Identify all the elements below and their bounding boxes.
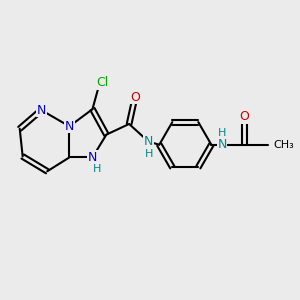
Text: O: O: [130, 91, 140, 104]
Text: CH₃: CH₃: [273, 140, 294, 150]
Text: N: N: [88, 151, 97, 164]
Text: H: H: [218, 128, 226, 138]
Text: Cl: Cl: [96, 76, 109, 89]
Text: N: N: [217, 138, 227, 151]
Text: H: H: [145, 149, 153, 159]
Text: N: N: [37, 103, 46, 117]
Text: N: N: [65, 120, 74, 133]
Text: H: H: [93, 164, 101, 174]
Text: O: O: [239, 110, 249, 123]
Text: N: N: [144, 135, 153, 148]
